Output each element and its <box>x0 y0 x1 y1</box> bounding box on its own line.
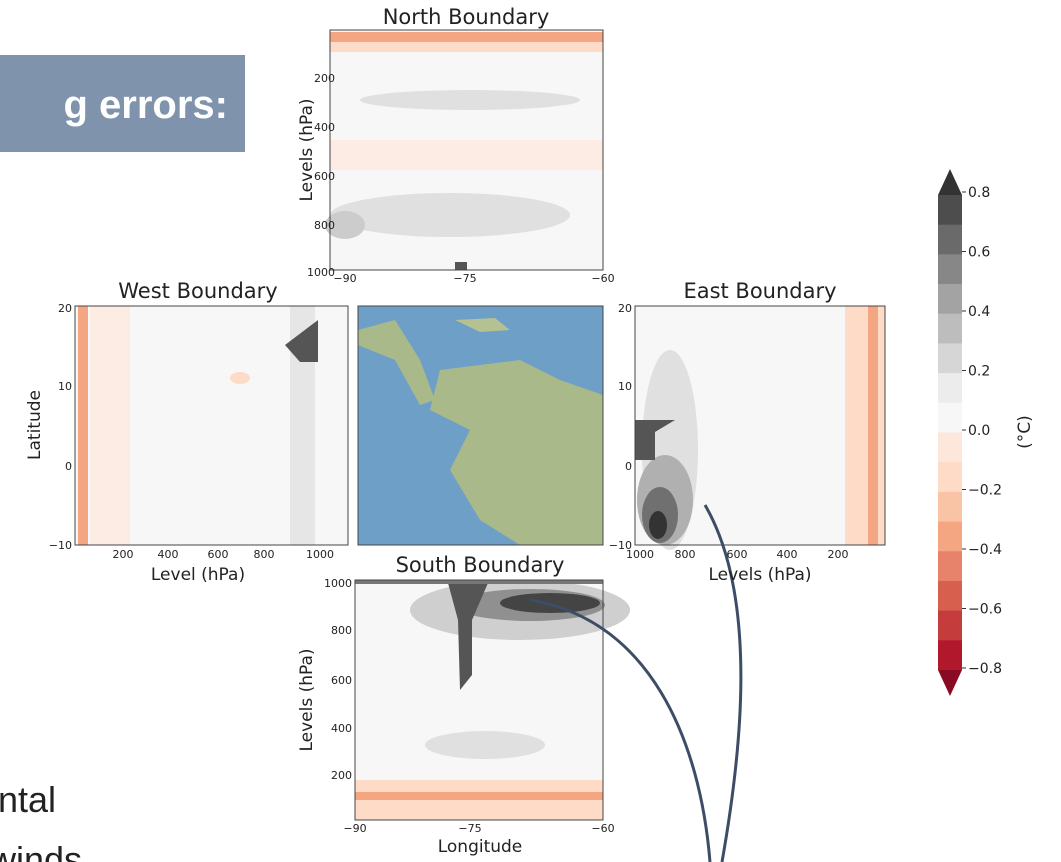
colorbar-tick-label: −0.2 <box>968 483 1002 499</box>
y-tick-label: 1000 <box>324 577 352 590</box>
x-tick-label: 600 <box>208 548 229 561</box>
colorbar-band <box>938 284 962 314</box>
y-tick-label: 200 <box>314 72 335 85</box>
x-tick-label: 400 <box>158 548 179 561</box>
y-tick-label: 200 <box>331 769 352 782</box>
y-tick-label: 600 <box>314 170 335 183</box>
slide: g errors: ntal winds <box>0 0 1061 862</box>
colorbar-band <box>938 225 962 255</box>
x-tick-label: 400 <box>777 548 798 561</box>
y-axis-label: Levels (hPa) <box>297 98 317 201</box>
x-tick-label: −60 <box>591 272 614 285</box>
colorbar-band <box>938 522 962 552</box>
x-tick-label: 1000 <box>626 548 654 561</box>
y-tick-label: 20 <box>58 302 72 315</box>
x-tick-label: 600 <box>727 548 748 561</box>
y-tick-label: 800 <box>314 219 335 232</box>
x-tick-label: 800 <box>675 548 696 561</box>
y-tick-label: 10 <box>58 380 72 393</box>
y-axis-label: Latitude <box>25 390 45 460</box>
colorbar-band <box>938 492 962 522</box>
y-tick-label: 400 <box>314 121 335 134</box>
south-plot <box>355 580 630 820</box>
colorbar-band <box>938 403 962 433</box>
y-tick-label: 10 <box>618 380 632 393</box>
panel-title: West Boundary <box>118 279 277 303</box>
west-plot <box>75 306 348 545</box>
colorbar-tick-label: 0.8 <box>968 185 990 201</box>
colorbar-band <box>938 373 962 403</box>
colorbar-label: (°C) <box>1015 415 1035 449</box>
x-axis-label: Level (hPa) <box>151 565 245 585</box>
banner-text: g errors: <box>64 83 229 127</box>
colorbar-tick-label: −0.6 <box>968 602 1002 618</box>
colorbar: 0.8 0.6 0.4 0.2 0.0 −0.2 −0.4 −0.6 −0.8 (°C) <box>938 169 1035 696</box>
colorbar-band <box>938 611 962 641</box>
x-tick-label: −90 <box>343 822 366 835</box>
x-tick-label: −60 <box>591 822 614 835</box>
body-text: winds <box>0 839 82 862</box>
x-tick-label: 800 <box>254 548 275 561</box>
east-plot <box>635 306 885 550</box>
panel-title: North Boundary <box>383 5 550 29</box>
x-tick-label: 200 <box>828 548 849 561</box>
x-tick-label: −90 <box>333 272 356 285</box>
y-tick-label: 800 <box>331 624 352 637</box>
y-tick-label: 0 <box>65 460 72 473</box>
colorbar-band <box>938 640 962 670</box>
colorbar-end <box>938 169 962 195</box>
panel-title: South Boundary <box>396 553 565 577</box>
y-tick-label: 1000 <box>307 266 335 279</box>
colorbar-tick-label: −0.8 <box>968 661 1002 677</box>
colorbar-band <box>938 254 962 284</box>
body-text: ntal <box>0 779 56 820</box>
y-tick-label: 0 <box>625 460 632 473</box>
colorbar-band <box>938 581 962 611</box>
y-axis-label: Levels (hPa) <box>297 648 317 751</box>
north-plot <box>325 30 603 270</box>
x-tick-label: 200 <box>113 548 134 561</box>
y-tick-label: −10 <box>49 539 72 552</box>
y-tick-label: 20 <box>618 302 632 315</box>
colorbar-band <box>938 343 962 373</box>
y-tick-label: 600 <box>331 674 352 687</box>
colorbar-tick-label: 0.0 <box>968 423 990 439</box>
x-axis-label: Longitude <box>438 837 523 857</box>
colorbar-tick-label: 0.6 <box>968 245 990 261</box>
x-tick-label: −75 <box>453 272 476 285</box>
colorbar-band <box>938 551 962 581</box>
colorbar-tick-label: −0.4 <box>968 542 1002 558</box>
x-tick-label: −75 <box>458 822 481 835</box>
x-axis-label: Levels (hPa) <box>708 565 811 585</box>
colorbar-band <box>938 314 962 344</box>
colorbar-band <box>938 433 962 463</box>
colorbar-band <box>938 195 962 225</box>
panel-title: East Boundary <box>683 279 836 303</box>
y-tick-label: 400 <box>331 722 352 735</box>
colorbar-tick-label: 0.4 <box>968 304 990 320</box>
x-tick-label: 1000 <box>306 548 334 561</box>
map <box>358 306 603 545</box>
colorbar-end <box>938 670 962 696</box>
colorbar-band <box>938 462 962 492</box>
colorbar-tick-label: 0.2 <box>968 364 990 380</box>
